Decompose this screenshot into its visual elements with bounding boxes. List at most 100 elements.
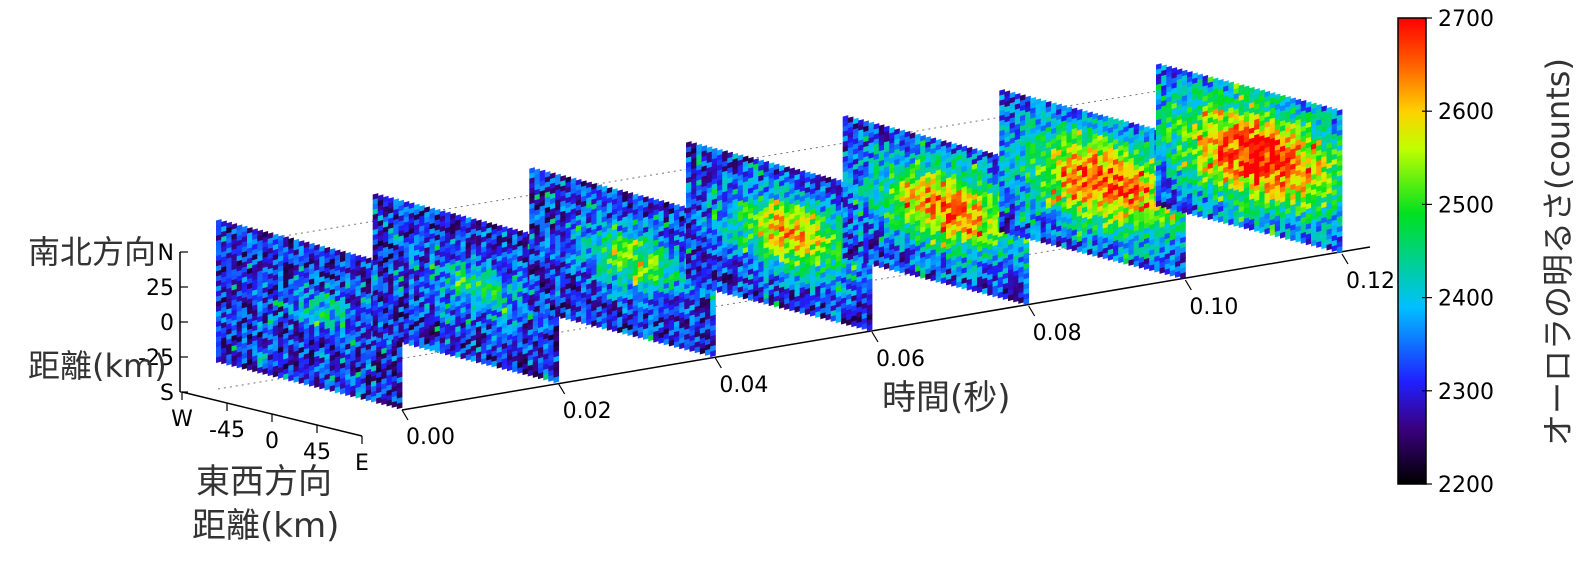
frame-cell xyxy=(372,203,379,211)
frame-cell xyxy=(241,337,248,345)
frame-cell xyxy=(393,284,399,292)
frame-cell xyxy=(340,382,346,390)
frame-cell xyxy=(360,332,367,340)
frame-cell xyxy=(319,255,325,263)
frame-cell xyxy=(226,226,232,234)
frame-cell xyxy=(293,254,300,262)
frame-cell xyxy=(257,361,263,369)
frame-cell xyxy=(340,286,346,294)
frame-cell xyxy=(377,270,384,278)
frame-cell xyxy=(226,292,232,300)
frame-cell xyxy=(360,266,367,274)
frame-cell xyxy=(383,307,389,315)
frame-cell xyxy=(288,268,294,275)
frame-cell xyxy=(340,255,346,263)
frame-cell xyxy=(360,291,367,299)
frame-cell xyxy=(272,264,279,272)
frame-cell xyxy=(396,356,403,364)
frame-cell xyxy=(272,340,279,348)
frame-cell xyxy=(231,253,238,261)
frame-cell xyxy=(398,321,405,329)
frame-cell xyxy=(257,234,263,242)
frame-cell xyxy=(236,275,243,283)
frame-cell xyxy=(247,313,253,321)
frame-cell xyxy=(334,340,341,348)
frame-cell xyxy=(360,321,367,329)
frame-cell xyxy=(298,270,305,278)
frame-cell xyxy=(414,254,420,262)
frame-cell xyxy=(293,264,300,272)
frame-cell xyxy=(414,264,420,272)
frame-cell xyxy=(288,288,294,296)
frame-cell xyxy=(319,357,325,364)
frame-cell xyxy=(393,304,399,312)
frame-cell xyxy=(241,342,248,350)
frame-cell xyxy=(267,262,274,270)
frame-cell xyxy=(371,375,377,383)
frame-cell xyxy=(372,213,379,221)
frame-cell xyxy=(221,337,227,344)
frame-cell xyxy=(309,354,315,362)
frame-cell xyxy=(303,337,310,345)
frame-cell xyxy=(293,330,300,338)
frame-cell xyxy=(371,385,377,393)
frame-cell xyxy=(388,308,394,316)
frame-cell xyxy=(293,279,300,287)
frame-cell xyxy=(221,281,227,289)
frame-cell xyxy=(241,306,248,314)
frame-cell xyxy=(377,204,384,212)
frame-cell xyxy=(386,394,393,402)
frame-cell xyxy=(355,315,362,323)
frame-cell xyxy=(350,304,356,312)
frame-cell xyxy=(403,302,410,310)
frame-cell xyxy=(371,395,377,403)
frame-cell xyxy=(403,292,410,300)
frame-cell xyxy=(396,392,403,400)
frame-cell xyxy=(360,337,367,345)
frame-cell xyxy=(340,281,346,289)
frame-cell xyxy=(365,368,372,376)
frame-cell xyxy=(236,320,243,328)
frame-cell xyxy=(345,323,351,330)
frame-cell xyxy=(383,251,389,259)
frame-cell xyxy=(340,336,346,344)
frame-cell xyxy=(419,240,425,248)
frame-cell xyxy=(221,225,227,233)
frame-cell xyxy=(288,344,294,351)
frame-cell xyxy=(231,299,238,307)
frame-cell xyxy=(414,213,420,221)
frame-cell xyxy=(360,387,367,395)
frame-cell xyxy=(355,269,362,277)
frame-cell xyxy=(221,271,227,279)
frame-cell xyxy=(393,249,399,257)
frame-cell xyxy=(267,237,274,245)
frame-cell xyxy=(226,242,232,249)
frame-cell xyxy=(267,313,274,321)
frame-cell xyxy=(403,327,410,335)
frame-cell xyxy=(388,242,394,250)
frame-cell xyxy=(231,263,238,271)
frame-cell xyxy=(216,244,222,252)
frame-cell xyxy=(365,302,372,310)
frame-cell xyxy=(216,224,222,232)
frame-cell xyxy=(314,299,320,307)
frame-cell xyxy=(350,324,356,332)
frame-cell xyxy=(293,350,300,358)
frame-cell xyxy=(303,246,310,254)
frame-cell xyxy=(314,284,320,292)
frame-cell xyxy=(393,309,399,317)
frame-cell xyxy=(257,331,263,339)
frame-cell xyxy=(257,275,263,283)
frame-cell xyxy=(267,369,274,377)
frame-cell xyxy=(262,281,269,289)
frame-cell xyxy=(278,239,284,247)
frame-cell xyxy=(396,402,403,410)
frame-cell xyxy=(257,315,263,323)
frame-cell xyxy=(231,289,238,296)
frame-cell xyxy=(309,263,315,271)
frame-cell xyxy=(221,311,227,319)
frame-cell xyxy=(262,317,269,325)
frame-cell xyxy=(226,328,232,336)
frame-cell xyxy=(298,377,305,385)
frame-cell xyxy=(231,344,238,352)
